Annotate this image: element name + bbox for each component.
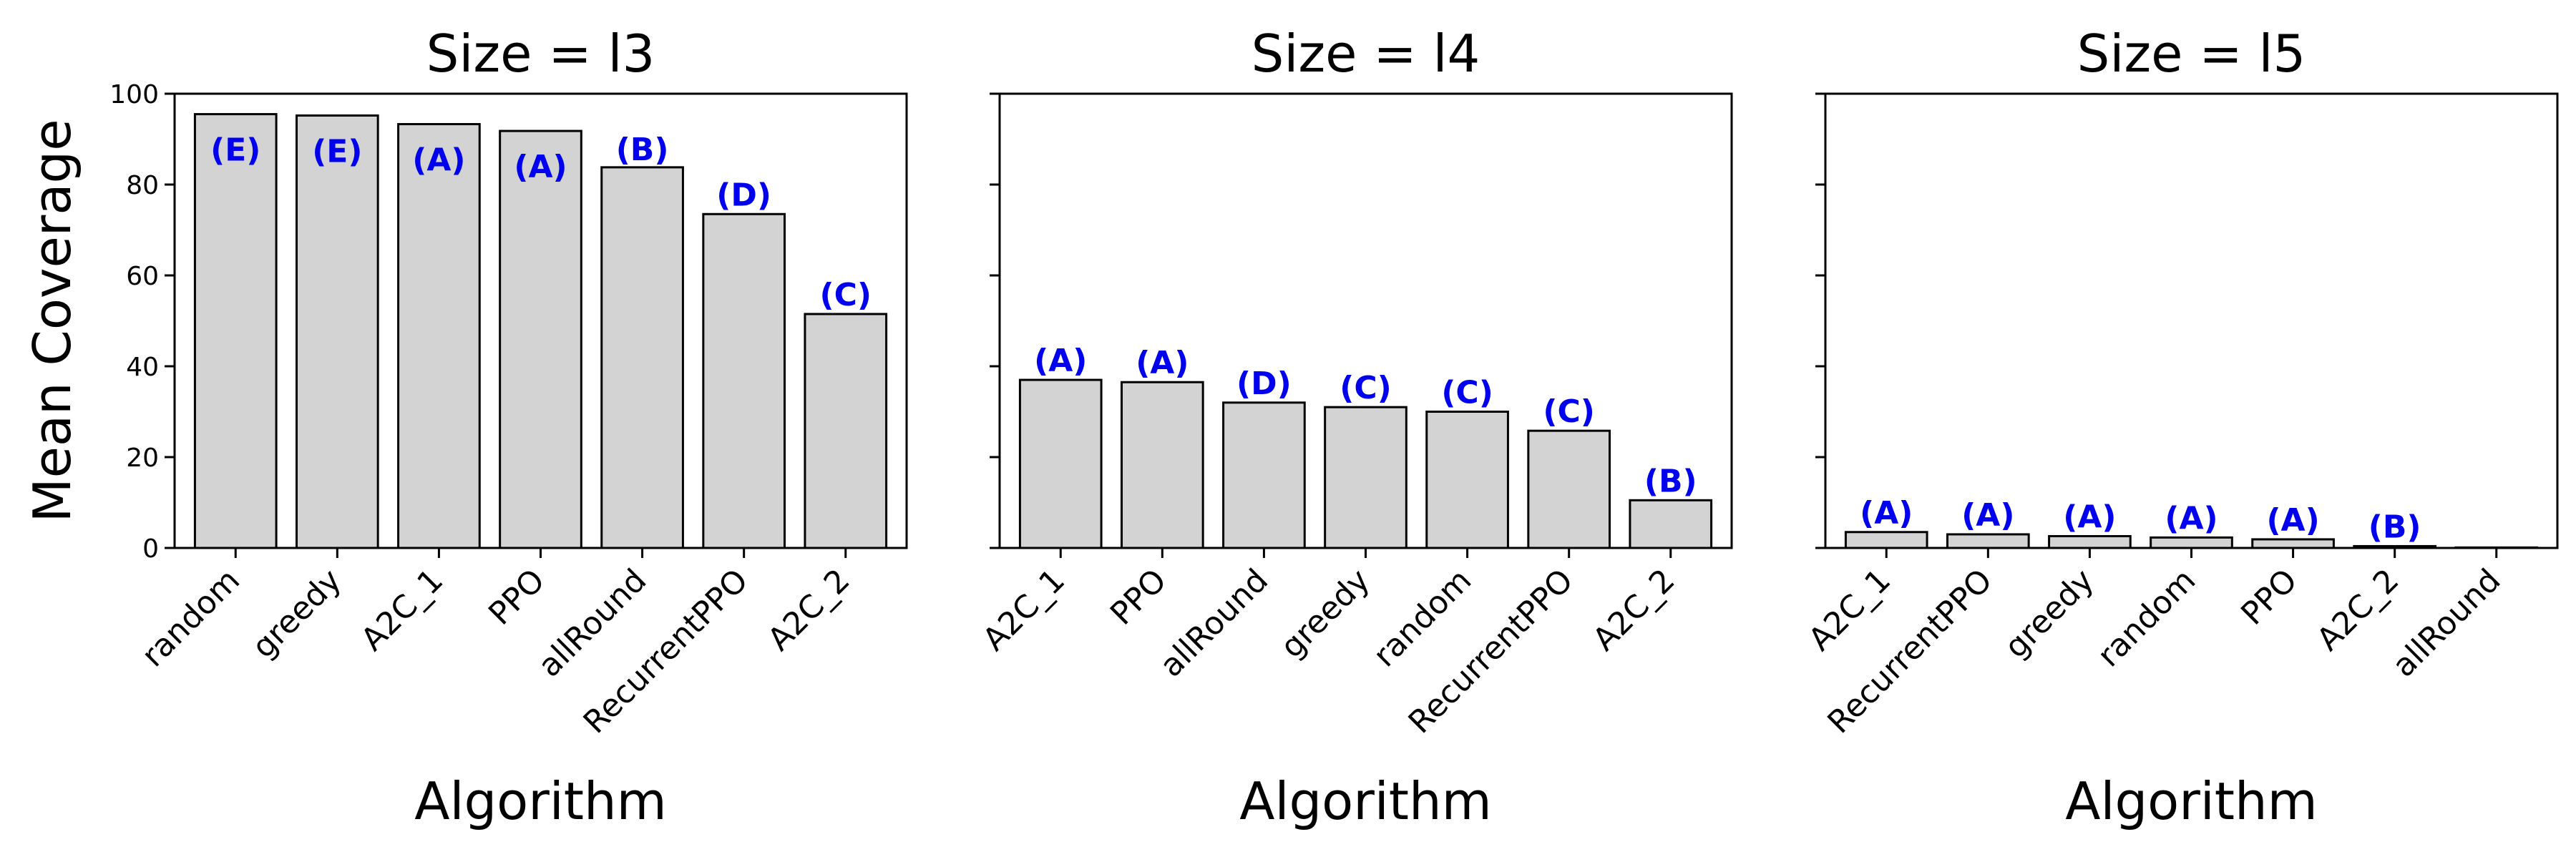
bar-1-random <box>193 113 278 549</box>
x-tick-label: A2C_2 <box>2310 562 2406 658</box>
y-axis-label: Mean Coverage <box>22 119 82 522</box>
group-label: (C) <box>1441 375 1493 411</box>
group-label: (A) <box>1860 495 1913 532</box>
panel-title-3: Size = l5 <box>2077 24 2306 84</box>
bar-3-random <box>2150 536 2233 549</box>
bar-2-greedy <box>1324 406 1407 549</box>
bar-2-A2C_1 <box>1018 378 1103 549</box>
group-label: (A) <box>412 142 465 179</box>
y-tick-label: 80 <box>126 171 159 200</box>
group-label: (A) <box>1034 343 1087 379</box>
group-label: (A) <box>2063 499 2116 535</box>
x-tick-label: A2C_2 <box>761 562 857 658</box>
group-label: (C) <box>1340 370 1392 406</box>
group-label: (A) <box>1961 497 2014 534</box>
y-tick-label: 0 <box>142 534 159 564</box>
bar-2-random <box>1425 411 1509 549</box>
x-tick-label: allRound <box>1153 562 1275 685</box>
group-label: (A) <box>514 149 567 185</box>
bar-2-allRound <box>1222 401 1306 549</box>
group-label: (A) <box>2266 502 2319 539</box>
y-tick-label: 100 <box>109 80 159 109</box>
bar-1-A2C_2 <box>804 313 888 549</box>
y-tick-label: 40 <box>126 353 159 382</box>
x-tick-label: A2C_2 <box>1586 562 1682 658</box>
bar-3-RecurrentPPO <box>1946 533 2030 549</box>
group-label: (A) <box>2165 500 2218 537</box>
plot-frame-3 <box>1824 92 2559 549</box>
x-tick-label: A2C_1 <box>1802 562 1898 658</box>
bar-1-A2C_1 <box>397 123 481 549</box>
x-tick-label: PPO <box>2234 562 2304 632</box>
x-axis-label-3: Algorithm <box>2065 771 2318 831</box>
bar-1-PPO <box>499 129 582 549</box>
group-label: (B) <box>1644 463 1697 499</box>
bar-3-A2C_1 <box>1844 531 1928 549</box>
panel-title-2: Size = l4 <box>1252 24 1480 84</box>
x-tick-label: PPO <box>482 562 552 632</box>
group-label: (D) <box>716 177 771 213</box>
group-label: (B) <box>2368 509 2421 545</box>
bar-2-PPO <box>1121 381 1204 549</box>
bar-1-RecurrentPPO <box>702 212 786 549</box>
plot-frame-1 <box>173 92 908 549</box>
x-axis-label-1: Algorithm <box>414 771 667 831</box>
group-label: (E) <box>312 133 362 170</box>
bar-3-greedy <box>2048 534 2132 549</box>
x-tick-label: allRound <box>2386 562 2508 685</box>
x-tick-label: greedy <box>245 562 348 665</box>
group-label: (C) <box>819 277 872 313</box>
x-tick-label: random <box>2091 562 2203 675</box>
x-tick-label: greedy <box>1998 562 2101 665</box>
bar-2-RecurrentPPO <box>1527 429 1611 549</box>
x-tick-label: PPO <box>1103 562 1174 632</box>
x-tick-label: A2C_1 <box>354 562 450 658</box>
panel-title-1: Size = l3 <box>426 24 655 84</box>
x-axis-label-2: Algorithm <box>1239 771 1492 831</box>
y-tick-label: 60 <box>126 262 159 291</box>
bar-2-A2C_2 <box>1629 499 1713 549</box>
bar-1-greedy <box>296 114 379 549</box>
group-label: (B) <box>616 132 669 168</box>
group-label: (D) <box>1236 366 1292 402</box>
group-label: (A) <box>1136 345 1189 381</box>
plot-frame-2 <box>998 92 1733 549</box>
x-tick-label: greedy <box>1274 562 1377 665</box>
x-tick-label: random <box>135 562 247 675</box>
group-label: (E) <box>210 132 260 169</box>
bar-3-PPO <box>2251 538 2335 549</box>
y-tick-label: 20 <box>126 444 159 473</box>
group-label: (C) <box>1543 393 1595 430</box>
bar-1-allRound <box>600 166 684 549</box>
x-tick-label: A2C_1 <box>976 562 1072 658</box>
